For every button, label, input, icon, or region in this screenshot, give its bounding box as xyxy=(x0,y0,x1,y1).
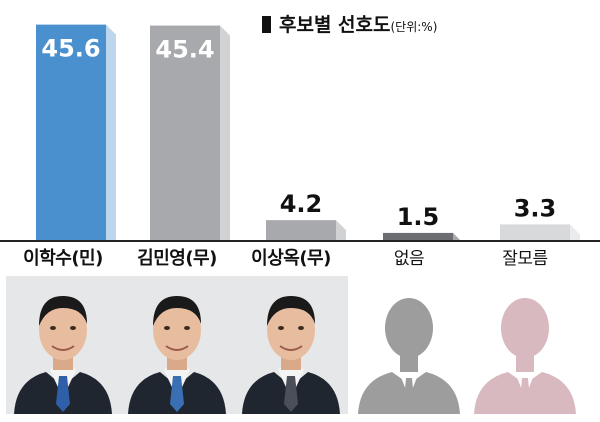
candidate-name: 없음 xyxy=(393,249,425,269)
candidate-photo xyxy=(120,276,234,414)
candidate-row: 이학수(민) 김민영(무) xyxy=(0,242,600,422)
candidate-name: 잘모름 xyxy=(502,249,548,269)
candidate-2: 김민영(무) xyxy=(120,242,234,414)
title-marker xyxy=(262,16,271,33)
baseline xyxy=(0,240,600,242)
bar-side xyxy=(106,24,116,241)
bar xyxy=(500,224,570,240)
bar-value-label: 45.6 xyxy=(41,35,100,63)
bar-value-label: 45.4 xyxy=(155,36,214,64)
portrait-image xyxy=(234,276,348,414)
candidate-name: 이학수(민) xyxy=(23,248,103,269)
candidate-name: 이상옥(무) xyxy=(251,248,331,269)
portrait-image xyxy=(6,276,120,414)
bar xyxy=(150,25,220,240)
bar-value-label: 3.3 xyxy=(514,194,557,222)
bar xyxy=(383,232,453,240)
bar xyxy=(36,24,106,241)
bar-side xyxy=(336,220,346,240)
bar-side xyxy=(570,224,580,240)
chart-title-text: 후보별 선호도 xyxy=(279,14,391,36)
bar-value-label: 1.5 xyxy=(397,203,440,231)
option-none: 없음 xyxy=(352,242,466,414)
candidate-photo xyxy=(6,276,120,414)
option-unknown: 잘모름 xyxy=(468,242,582,414)
candidate-photo xyxy=(234,276,348,414)
silhouette-photo xyxy=(352,276,466,414)
bar xyxy=(266,220,336,240)
bar-side xyxy=(220,25,230,240)
candidate-name: 김민영(무) xyxy=(137,248,217,269)
bar-chart: 45.6 45.4 4.2 1.5 3.3 xyxy=(36,24,580,242)
silhouette-image xyxy=(352,276,466,414)
chart-unit: (단위:%) xyxy=(390,20,438,34)
bar-side xyxy=(453,232,463,242)
chart-title: 후보별 선호도(단위:%) xyxy=(262,10,437,37)
silhouette-image xyxy=(468,276,582,414)
portrait-image xyxy=(120,276,234,414)
bar-value-label: 4.2 xyxy=(280,190,323,218)
silhouette-photo xyxy=(468,276,582,414)
candidate-3: 이상옥(무) xyxy=(234,242,348,414)
candidate-1: 이학수(민) xyxy=(6,242,120,414)
